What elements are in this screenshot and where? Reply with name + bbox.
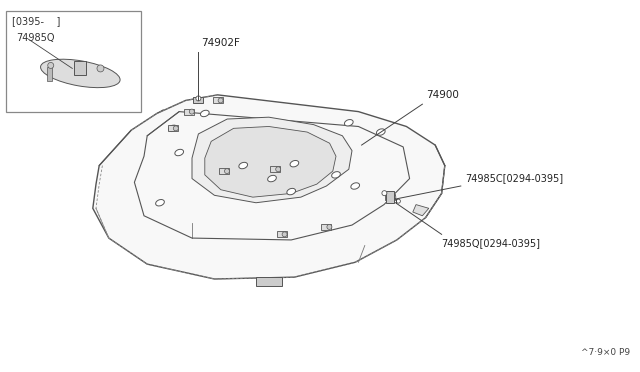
Ellipse shape xyxy=(344,119,353,126)
Circle shape xyxy=(282,232,287,237)
Text: 74900: 74900 xyxy=(426,90,460,100)
Circle shape xyxy=(173,126,179,131)
Circle shape xyxy=(218,98,223,103)
Circle shape xyxy=(97,65,104,72)
Bar xyxy=(47,67,52,81)
Ellipse shape xyxy=(175,149,184,156)
Ellipse shape xyxy=(200,110,209,117)
Bar xyxy=(168,125,178,131)
Ellipse shape xyxy=(290,160,299,167)
Circle shape xyxy=(396,199,401,203)
Bar xyxy=(276,231,287,237)
Bar xyxy=(270,166,280,172)
Polygon shape xyxy=(256,277,282,286)
Polygon shape xyxy=(205,126,336,197)
Circle shape xyxy=(189,109,195,114)
Bar xyxy=(387,191,394,203)
Polygon shape xyxy=(93,95,445,279)
Circle shape xyxy=(382,191,387,196)
Polygon shape xyxy=(413,205,429,216)
Ellipse shape xyxy=(287,188,296,195)
Ellipse shape xyxy=(268,175,276,182)
Bar xyxy=(6,11,141,112)
Text: ^7·9×0 P9: ^7·9×0 P9 xyxy=(581,348,630,357)
Text: 74985Q: 74985Q xyxy=(17,33,55,43)
Ellipse shape xyxy=(376,129,385,135)
Ellipse shape xyxy=(239,162,248,169)
Text: 74985Q[0294-0395]: 74985Q[0294-0395] xyxy=(442,238,541,248)
Ellipse shape xyxy=(156,199,164,206)
Bar xyxy=(219,168,229,174)
Text: 74902F: 74902F xyxy=(202,38,240,48)
Polygon shape xyxy=(192,117,352,203)
Circle shape xyxy=(48,62,54,68)
Circle shape xyxy=(196,96,201,101)
Circle shape xyxy=(391,195,396,200)
Bar xyxy=(385,194,396,200)
Bar xyxy=(193,97,204,103)
Ellipse shape xyxy=(40,59,120,88)
Bar xyxy=(74,61,86,76)
Ellipse shape xyxy=(168,125,177,132)
Text: [0395-    ]: [0395- ] xyxy=(12,16,61,26)
Circle shape xyxy=(327,224,332,230)
Text: 74985C[0294-0395]: 74985C[0294-0395] xyxy=(465,173,563,183)
Circle shape xyxy=(276,167,281,172)
Bar xyxy=(321,224,332,230)
Circle shape xyxy=(225,169,230,174)
Ellipse shape xyxy=(351,183,360,189)
Ellipse shape xyxy=(332,171,340,178)
Bar xyxy=(212,97,223,103)
Bar xyxy=(184,109,194,115)
